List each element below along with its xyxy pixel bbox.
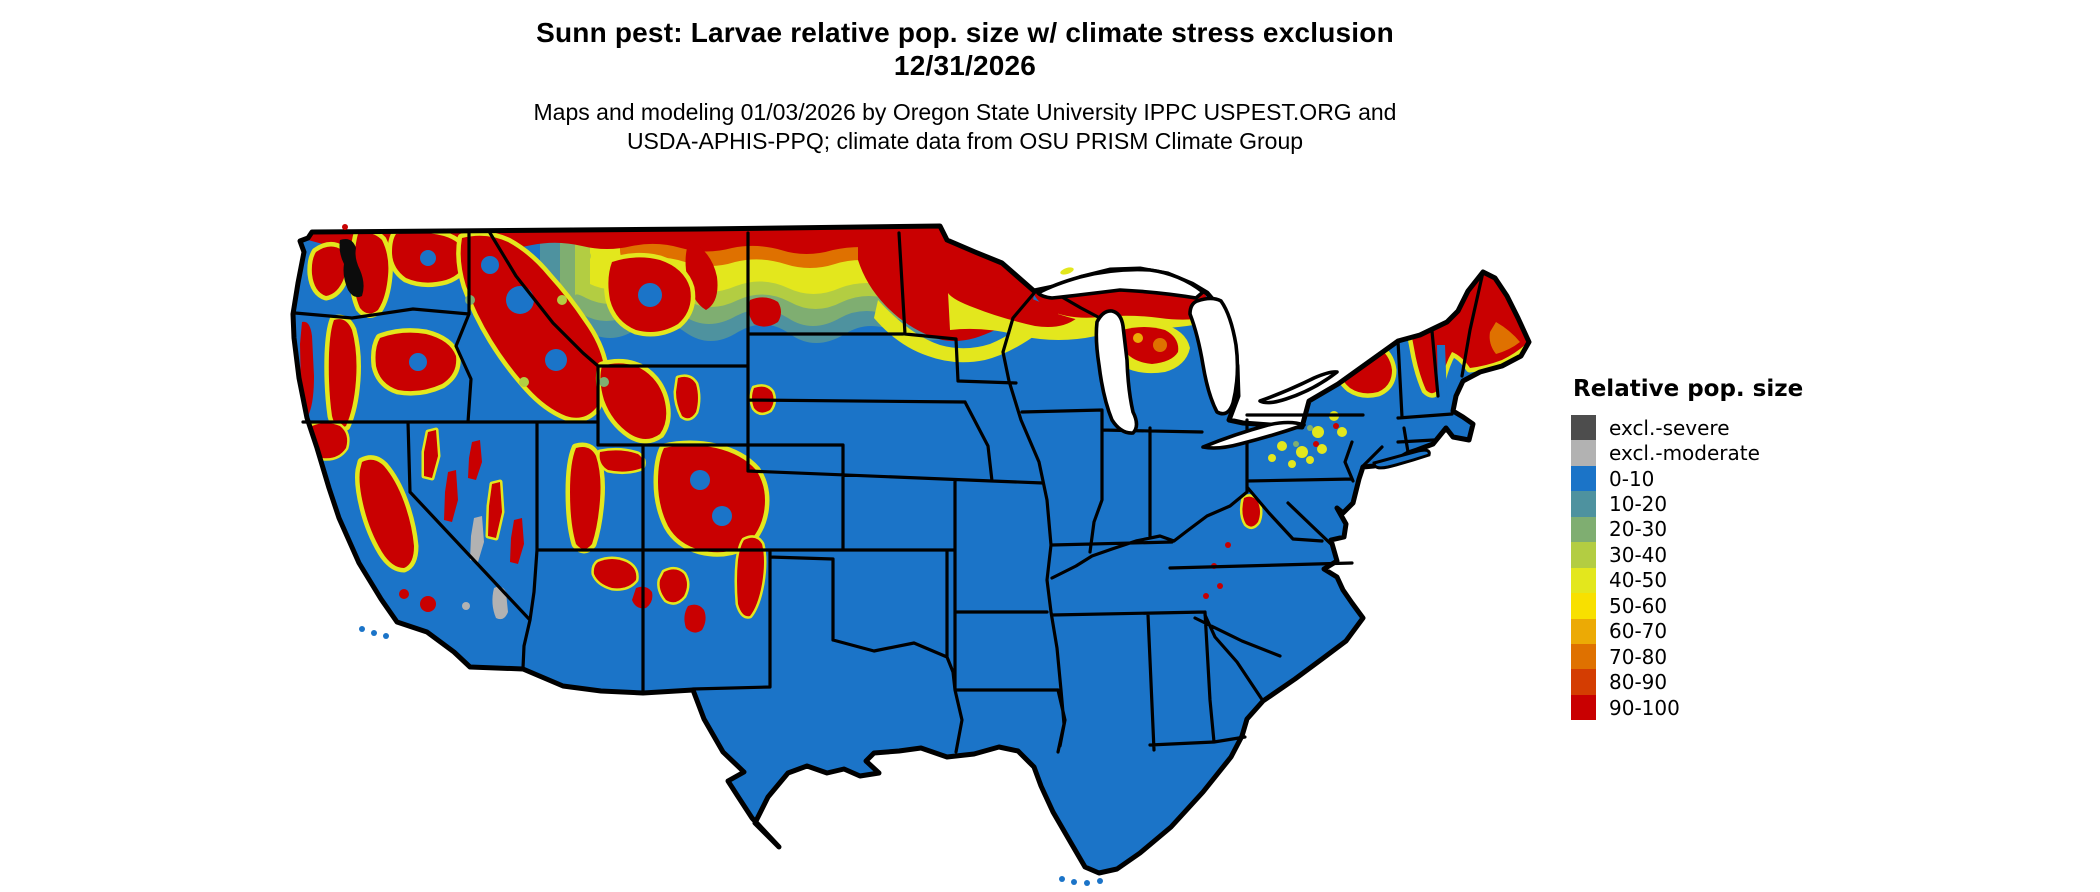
legend-item-80-90: 80-90 — [1571, 669, 1931, 695]
legend-label: 20-30 — [1609, 517, 1668, 542]
legend-item-excl-moderate: excl.-moderate — [1571, 440, 1931, 466]
exclusion-moderate-patches — [462, 516, 508, 620]
legend-item-30-40: 30-40 — [1571, 542, 1931, 568]
legend-rows: excl.-severe excl.-moderate 0-10 10-20 20-30… — [1571, 415, 1931, 721]
florida-keys — [1059, 876, 1103, 886]
legend-label: 90-100 — [1609, 695, 1680, 720]
legend-swatch — [1571, 516, 1596, 543]
legend-item-90-100: 90-100 — [1571, 694, 1931, 721]
legend-item-10-20: 10-20 — [1571, 491, 1931, 517]
legend-swatch — [1571, 542, 1596, 568]
lake-erie — [1201, 420, 1306, 450]
legend-label: excl.-moderate — [1609, 441, 1760, 466]
legend-item-40-50: 40-50 — [1571, 567, 1931, 594]
legend-label: 30-40 — [1609, 542, 1668, 567]
legend-item-0-10: 0-10 — [1571, 465, 1931, 492]
puget-sound-dark — [339, 239, 364, 298]
legend-label: excl.-severe — [1609, 415, 1730, 440]
legend-label: 40-50 — [1609, 568, 1668, 593]
point-roberts-dot — [342, 224, 348, 230]
legend-item-20-30: 20-30 — [1571, 516, 1931, 543]
great-lakes — [1036, 267, 1339, 450]
channel-islands — [359, 626, 389, 639]
legend-swatch — [1571, 643, 1596, 670]
map-header: Sunn pest: Larvae relative pop. size w/ … — [300, 16, 1630, 156]
legend-swatch — [1571, 694, 1596, 721]
legend-swatch — [1571, 669, 1596, 695]
legend-label: 60-70 — [1609, 619, 1668, 644]
lake-ontario — [1258, 370, 1339, 405]
map-subtitle-line1: Maps and modeling 01/03/2026 by Oregon S… — [533, 99, 1397, 125]
legend-swatch — [1571, 465, 1596, 492]
legend-swatch — [1571, 618, 1596, 644]
map-title: Sunn pest: Larvae relative pop. size w/ … — [300, 16, 1630, 82]
map-title-date: 12/31/2026 — [893, 50, 1037, 81]
map-subtitle-line2: USDA-APHIS-PPQ; climate data from OSU PR… — [626, 128, 1304, 154]
risk-overlays — [300, 226, 1529, 633]
legend-label: 10-20 — [1609, 492, 1668, 517]
state-borders — [293, 231, 1485, 754]
legend-swatch — [1571, 491, 1596, 517]
legend-item-60-70: 60-70 — [1571, 618, 1931, 644]
legend-title: Relative pop. size — [1573, 376, 1804, 402]
lake-huron — [1188, 296, 1240, 416]
legend-item-excl-severe: excl.-severe — [1571, 415, 1931, 441]
long-island — [1372, 448, 1431, 470]
islands — [342, 224, 1431, 886]
lake-superior — [1036, 267, 1205, 300]
legend-swatch — [1571, 440, 1596, 466]
legend-item-50-60: 50-60 — [1571, 593, 1931, 619]
legend: Relative pop. size excl.-severe excl.-mod… — [1571, 376, 1931, 721]
legend-label: 80-90 — [1609, 670, 1668, 695]
legend-swatch — [1571, 593, 1596, 619]
legend-item-70-80: 70-80 — [1571, 643, 1931, 670]
map-subtitle: Maps and modeling 01/03/2026 by Oregon S… — [300, 98, 1630, 156]
legend-label: 50-60 — [1609, 593, 1668, 618]
legend-label: 70-80 — [1609, 644, 1668, 669]
legend-swatch — [1571, 415, 1596, 441]
legend-swatch — [1571, 567, 1596, 594]
map-title-line1: Sunn pest: Larvae relative pop. size w/ … — [536, 17, 1394, 48]
isle-royale — [1060, 267, 1074, 275]
legend-label: 0-10 — [1609, 466, 1655, 491]
lake-michigan — [1094, 309, 1139, 435]
